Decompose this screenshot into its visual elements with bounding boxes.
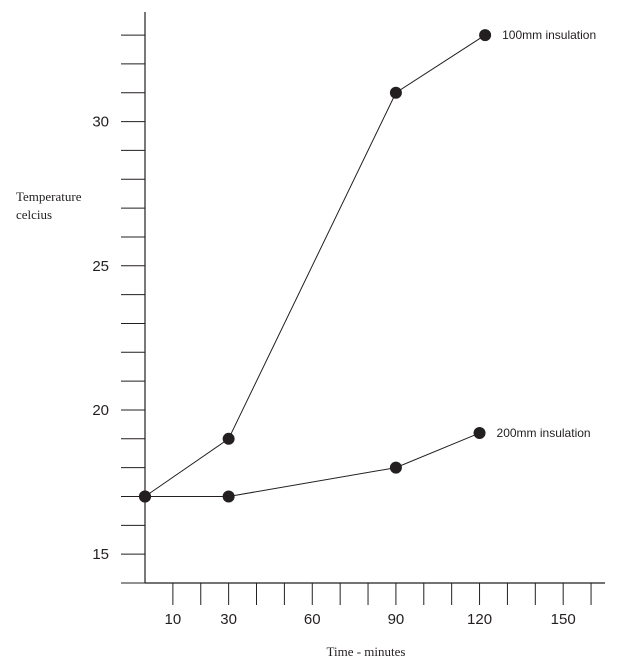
series-label: 200mm insulation <box>497 426 591 440</box>
series-label: 100mm insulation <box>502 28 596 42</box>
y-tick-label: 20 <box>92 402 109 419</box>
data-point <box>222 432 235 445</box>
y-axis-ticks: 15 20 25 30 <box>92 34 145 584</box>
data-point <box>139 490 151 503</box>
x-tick-label: 60 <box>304 611 321 628</box>
x-axis-title: Time - minutes <box>327 644 406 659</box>
series-2: 200mm insulation <box>139 426 591 503</box>
series-line <box>145 432 480 497</box>
axes <box>144 12 605 584</box>
data-point <box>222 490 235 503</box>
data-series: 100mm insulation 200mm insulation <box>139 28 596 503</box>
x-tick-label: 150 <box>551 611 576 628</box>
y-tick-label: 25 <box>92 258 109 275</box>
x-tick-label: 30 <box>220 611 237 628</box>
y-axis-title-line-2: celcius <box>16 207 52 222</box>
x-axis-ticks: 10 30 60 90 120 150 <box>165 583 592 628</box>
y-tick-label: 15 <box>92 546 109 563</box>
data-point <box>479 29 492 42</box>
y-axis-title-line-1: Temperature <box>16 189 82 204</box>
x-tick-label: 120 <box>467 611 492 628</box>
data-point <box>389 86 402 99</box>
x-tick-label: 90 <box>388 611 405 628</box>
x-tick-label: 10 <box>165 611 182 628</box>
y-tick-label: 30 <box>92 114 109 131</box>
data-point <box>389 461 402 474</box>
series-line <box>144 34 486 497</box>
data-point <box>473 427 486 440</box>
series-1: 100mm insulation <box>139 28 596 503</box>
